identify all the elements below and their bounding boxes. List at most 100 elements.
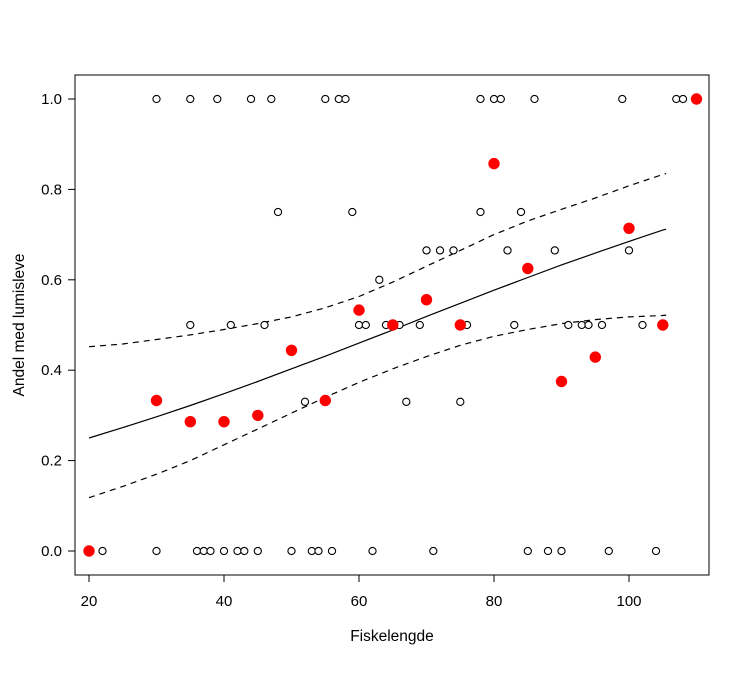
data-point-open (489, 94, 499, 104)
data-point-open (213, 94, 222, 104)
data-point-open (375, 275, 384, 284)
data-point-open (584, 320, 593, 330)
confidence-upper-line (88, 173, 667, 348)
y-tick-label: 0.2 (41, 453, 62, 470)
data-point-open (368, 546, 377, 556)
data-point-open (361, 320, 370, 330)
data-point-open (496, 94, 505, 104)
data-point-open (341, 94, 350, 104)
data-point-open (557, 546, 566, 556)
data-point-red (623, 222, 635, 235)
data-point-red (589, 351, 601, 363)
data-point-open (152, 546, 161, 556)
data-point-open (476, 94, 485, 104)
data-point-open (435, 246, 445, 255)
data-point-open (415, 320, 424, 330)
data-point-open (186, 320, 195, 330)
y-tick-label: 0.0 (41, 543, 62, 560)
data-point-red (150, 394, 163, 407)
data-point-open (516, 207, 526, 217)
x-tick-label: 20 (81, 593, 98, 610)
data-point-open (348, 207, 357, 217)
x-tick-label: 40 (216, 593, 233, 610)
confidence-lower-line (88, 314, 667, 499)
data-point-open (651, 546, 661, 556)
data-point-red (454, 319, 466, 331)
y-tick-label: 0.6 (41, 272, 62, 289)
x-tick-label: 100 (616, 593, 641, 610)
data-point-open (192, 546, 202, 556)
data-point-open (199, 546, 208, 556)
data-point-red (657, 319, 669, 331)
data-point-open (300, 397, 310, 406)
data-point-open (152, 94, 161, 104)
data-point-open (206, 546, 215, 556)
red-points (83, 93, 703, 557)
data-point-open (678, 94, 688, 104)
data-point-open (672, 94, 681, 104)
data-point-open (273, 207, 283, 217)
data-point-open (503, 246, 512, 255)
data-point-open (98, 546, 107, 556)
data-point-open (577, 320, 586, 330)
x-axis-title: Fiskelengde (350, 628, 434, 645)
x-tick-label: 60 (351, 593, 368, 610)
logistic-fit-line (88, 228, 667, 439)
data-point-open (267, 94, 276, 104)
fit-and-ci-lines (88, 173, 667, 499)
data-point-open (618, 94, 627, 104)
data-point-open (550, 246, 559, 255)
y-axis-title: Andel med lumisleve (11, 253, 28, 396)
data-point-red (218, 416, 230, 428)
data-point-open (402, 397, 411, 406)
x-tick-label: 80 (486, 593, 503, 610)
data-point-open (327, 546, 337, 556)
data-point-red (690, 93, 703, 105)
data-point-open (226, 320, 235, 330)
data-point-red (285, 344, 298, 356)
data-point-open (449, 246, 458, 255)
data-point-open (597, 320, 607, 330)
y-tick-label: 0.4 (41, 362, 62, 379)
data-point-open (321, 94, 330, 104)
data-point-red (420, 294, 433, 306)
plot-box (74, 74, 710, 576)
data-point-open (510, 320, 519, 330)
data-point-open (186, 94, 195, 104)
y-tick-label: 1.0 (41, 91, 62, 108)
data-point-red (353, 304, 365, 316)
data-point-open (307, 546, 316, 556)
data-point-open (456, 397, 465, 406)
data-point-open (429, 546, 438, 556)
data-point-open (354, 320, 364, 330)
data-point-open (233, 546, 242, 556)
x-axis: 20 40 60 80 100 (81, 575, 642, 610)
data-point-open (530, 94, 539, 104)
data-point-red (387, 319, 399, 331)
data-point-red (83, 545, 95, 557)
data-point-open (240, 546, 249, 556)
data-point-open (287, 546, 296, 556)
data-point-open (422, 246, 431, 255)
data-point-red (488, 157, 500, 170)
data-point-open (314, 546, 323, 556)
data-point-open (604, 546, 613, 556)
data-point-red (555, 375, 568, 388)
data-point-open (334, 94, 343, 104)
data-point-red (522, 262, 534, 275)
data-point-open (543, 546, 553, 556)
data-point-open (253, 546, 262, 556)
data-point-open (638, 320, 647, 330)
data-point-open (219, 546, 229, 556)
data-point-open (260, 320, 269, 330)
data-point-red (184, 416, 197, 428)
data-point-open (246, 94, 256, 104)
data-point-open (564, 320, 573, 330)
y-axis: 0.0 0.2 0.4 0.6 0.8 1.0 (41, 91, 75, 560)
data-point-open (476, 207, 485, 217)
data-point-open (624, 246, 634, 255)
y-tick-label: 0.8 (41, 181, 62, 198)
data-point-red (252, 409, 264, 422)
